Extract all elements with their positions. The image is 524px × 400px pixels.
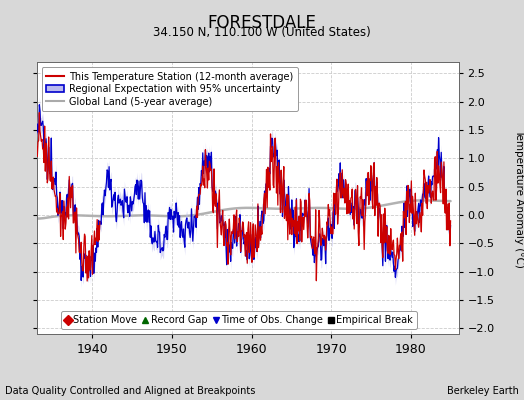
Text: FORESTDALE: FORESTDALE bbox=[208, 14, 316, 32]
Legend: Station Move, Record Gap, Time of Obs. Change, Empirical Break: Station Move, Record Gap, Time of Obs. C… bbox=[61, 311, 417, 329]
Y-axis label: Temperature Anomaly (°C): Temperature Anomaly (°C) bbox=[514, 128, 524, 268]
Text: 34.150 N, 110.100 W (United States): 34.150 N, 110.100 W (United States) bbox=[153, 26, 371, 39]
Text: Data Quality Controlled and Aligned at Breakpoints: Data Quality Controlled and Aligned at B… bbox=[5, 386, 256, 396]
Text: Berkeley Earth: Berkeley Earth bbox=[447, 386, 519, 396]
